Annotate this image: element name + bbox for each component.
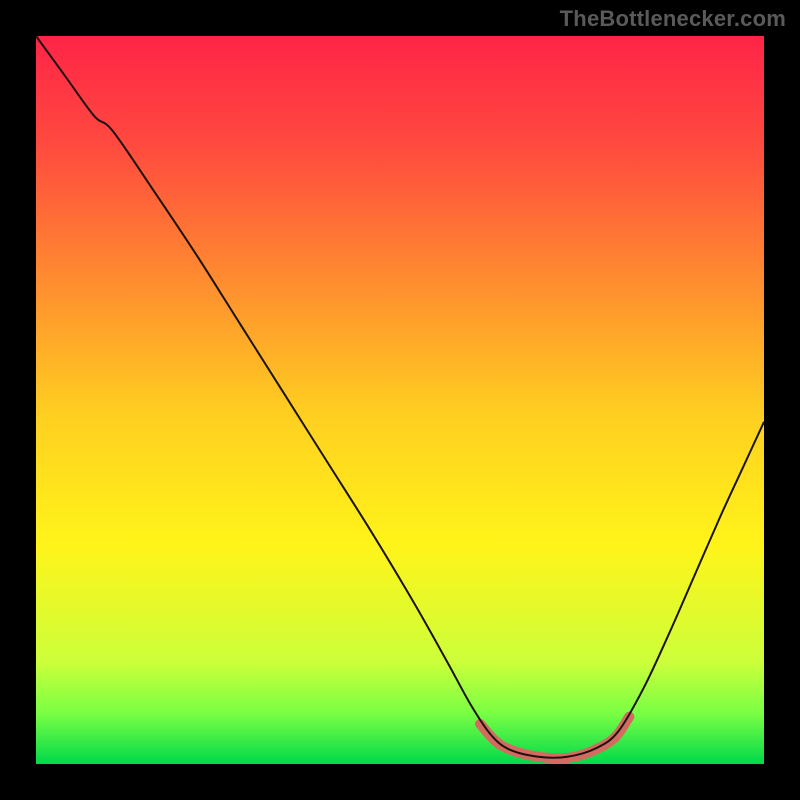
- bottleneck-chart: [0, 0, 800, 800]
- chart-gradient-background: [36, 36, 764, 764]
- chart-container: { "watermark": { "text": "TheBottlenecke…: [0, 0, 800, 800]
- watermark-text: TheBottlenecker.com: [560, 6, 786, 32]
